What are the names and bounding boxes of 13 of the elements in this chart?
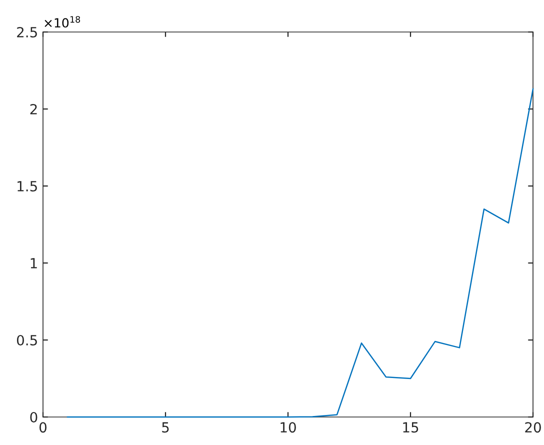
line-series bbox=[66, 88, 534, 418]
y-tick-label: 2.5 bbox=[17, 26, 37, 38]
x-tick-label: 0 bbox=[39, 422, 46, 433]
y-tick-label: 0 bbox=[30, 412, 38, 422]
x-tick-label: 10 bbox=[280, 422, 296, 433]
x-tick-label: 5 bbox=[162, 422, 169, 433]
text: ×10$^{18}$ bbox=[44, 16, 80, 28]
y-tick-label: 2 bbox=[30, 104, 37, 114]
y-tick-label: 1.5 bbox=[18, 181, 37, 192]
x-tick-label: 20 bbox=[525, 422, 541, 433]
y-tick-label: 0.5 bbox=[16, 334, 37, 346]
y-tick-label: 1 bbox=[30, 258, 37, 268]
x-tick-label: 15 bbox=[403, 422, 418, 433]
